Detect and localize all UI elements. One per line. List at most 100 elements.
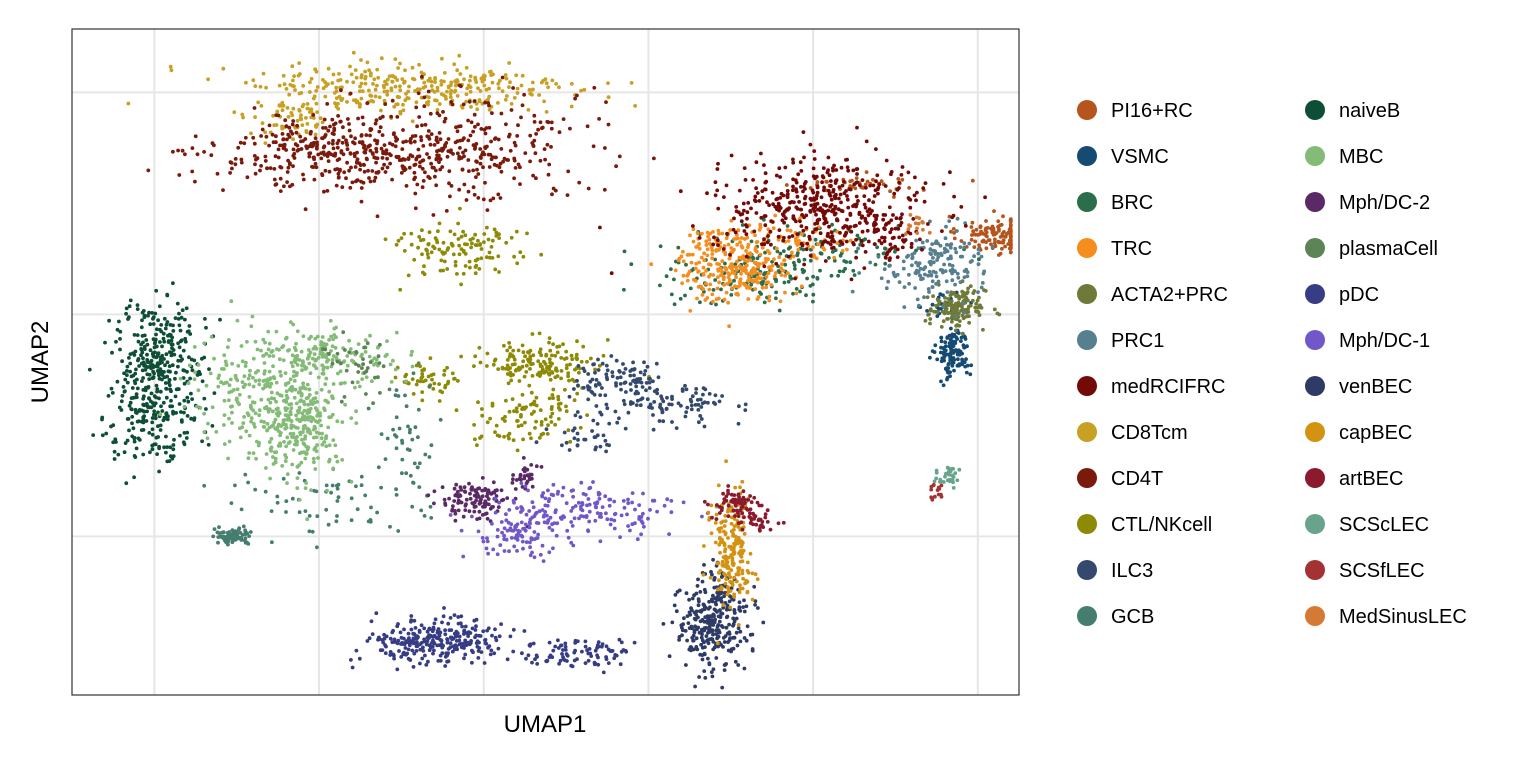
data-point [176,341,181,346]
data-point [976,290,980,294]
data-point [298,134,303,139]
data-point [305,411,310,416]
data-point [409,353,414,357]
data-point [259,348,263,353]
data-point [269,381,274,386]
data-point [481,629,486,634]
data-point [315,334,320,339]
data-point [513,166,518,170]
data-point [850,289,855,294]
data-point [746,245,750,250]
data-point [147,377,152,381]
data-point [778,299,783,304]
data-point [496,646,501,651]
data-point [614,164,618,169]
data-point [920,247,924,252]
data-point [684,410,689,414]
data-point [976,262,981,267]
data-point [799,169,804,173]
data-point [301,334,306,339]
data-point [766,257,770,262]
data-point [506,381,511,386]
data-point [147,364,152,369]
data-point [292,84,296,89]
data-point [847,187,852,192]
data-point [315,85,320,89]
data-point [334,519,339,524]
data-point [507,409,512,414]
data-point [821,175,826,180]
data-point [835,241,840,246]
data-point [925,309,929,313]
data-point [230,540,235,545]
data-point [341,330,346,335]
data-point [343,402,347,407]
data-point [253,162,257,167]
data-point [476,172,481,176]
data-point [544,81,549,86]
data-point [336,495,341,500]
data-point [492,227,497,232]
data-point [680,281,684,286]
data-point [755,256,760,261]
data-point [156,424,160,429]
data-point [512,254,516,259]
data-point [390,142,395,147]
data-point [751,266,756,271]
data-point [295,143,300,148]
data-point [263,340,267,345]
data-point [482,232,487,236]
data-point [768,229,773,234]
data-point [645,364,650,369]
data-point [718,240,723,245]
data-point [124,311,128,316]
data-point [335,167,340,171]
data-point [153,401,158,406]
data-point [551,342,555,347]
data-point [509,102,514,106]
data-point [185,395,190,400]
data-point [449,80,454,85]
data-point [706,234,710,239]
data-point [953,282,957,287]
data-point [935,314,940,318]
data-point [263,130,267,135]
data-point [701,392,705,397]
data-point [591,418,596,423]
data-point [863,237,867,242]
data-point [744,249,748,253]
data-point [374,149,379,154]
data-point [962,360,967,365]
data-point [543,362,548,366]
data-point [412,170,417,175]
data-point [603,438,608,443]
data-point [163,416,168,421]
data-point [632,367,637,371]
data-point [960,254,965,259]
data-point [129,407,134,411]
data-point [586,397,591,402]
data-point [828,193,833,198]
data-point [476,400,480,405]
data-point [843,266,847,271]
data-point [944,279,949,284]
data-point [488,652,493,657]
data-point [667,402,672,407]
data-point [240,533,245,537]
data-point [233,483,237,488]
data-point [470,485,474,490]
data-point [759,292,763,296]
data-point [279,165,284,170]
data-point [428,111,433,116]
data-point [957,302,962,306]
data-point [261,379,266,383]
data-point [483,131,488,136]
data-point [230,421,234,425]
data-point [190,368,195,373]
data-point [797,259,801,264]
data-point [553,353,558,358]
data-point [459,156,464,160]
data-point [507,85,511,89]
data-point [527,351,531,355]
data-point [912,193,917,198]
